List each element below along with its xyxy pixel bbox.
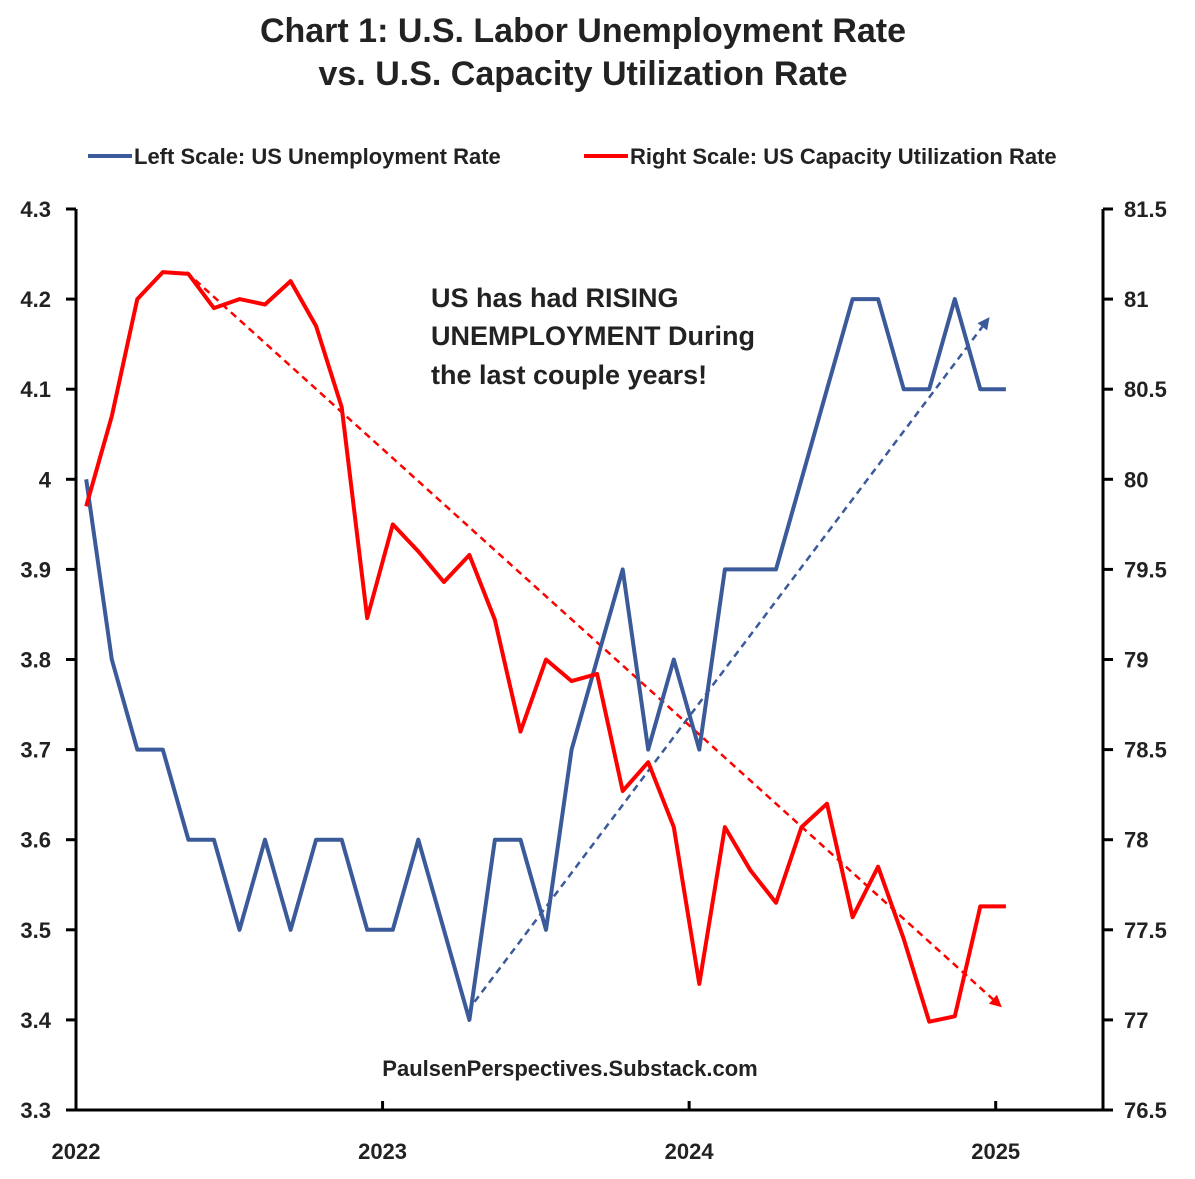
right-tick-label: 79 [1124, 648, 1148, 673]
x-tick-label: 2024 [665, 1139, 715, 1164]
legend-label-right: Right Scale: US Capacity Utilization Rat… [630, 144, 1057, 169]
unemployment-trendline [473, 325, 984, 1003]
capacity-utilization-line [84, 270, 1006, 1024]
chart-title-line1: Chart 1: U.S. Labor Unemployment Rate [259, 12, 907, 50]
chart-title: Chart 1: U.S. Labor Unemployment Rate vs… [0, 10, 1166, 96]
legend-label-left: Left Scale: US Unemployment Rate [134, 144, 501, 169]
axes: 3.3 3.4 3.5 3.6 3.7 3.8 3.9 4 4.1 4.2 4.3 76.5 77 77… [20, 197, 1166, 1164]
right-tick-label: 78.5 [1124, 738, 1167, 763]
trendlines [185, 271, 1002, 1008]
right-tick-label: 77.5 [1124, 918, 1167, 943]
left-tick-label: 3.7 [20, 738, 51, 763]
legend: Left Scale: US Unemployment Rate Right S… [88, 144, 1057, 169]
left-tick-label: 3.5 [20, 918, 51, 943]
unemployment-trend-arrowhead [977, 317, 990, 331]
credit-text: PaulsenPerspectives.Substack.com [382, 1056, 757, 1081]
right-tick-label: 76.5 [1124, 1098, 1167, 1123]
right-tick-label: 80.5 [1124, 377, 1167, 402]
right-tick-label: 78 [1124, 828, 1148, 853]
capacity-trend-arrowhead [988, 994, 1002, 1008]
chart-title-line2: vs. U.S. Capacity Utilization Rate [318, 55, 848, 93]
annotation-line3: the last couple years! [431, 360, 707, 390]
left-tick-label: 4.2 [20, 287, 51, 312]
left-tick-label: 4.3 [20, 197, 51, 222]
right-axis-ticks: 76.5 77 77.5 78 78.5 79 79.5 80 80.5 81 81.5 [1103, 197, 1167, 1123]
right-tick-label: 80 [1124, 467, 1148, 492]
x-axis-ticks: 2022 2023 2024 2025 [52, 1101, 1020, 1164]
capacity-trendline [185, 271, 994, 1001]
x-tick-label: 2025 [971, 1139, 1020, 1164]
right-tick-label: 81.5 [1124, 197, 1167, 222]
left-tick-label: 3.8 [20, 648, 51, 673]
unemployment-rate-line [84, 297, 1006, 1022]
x-tick-label: 2022 [52, 1139, 101, 1164]
left-tick-label: 3.9 [20, 557, 51, 582]
right-tick-label: 81 [1124, 287, 1148, 312]
left-tick-label: 4.1 [20, 377, 51, 402]
left-tick-label: 3.4 [20, 1008, 51, 1033]
series-lines [84, 270, 1006, 1024]
left-tick-label: 3.6 [20, 828, 51, 853]
annotation-line1: US has had RISING [431, 283, 679, 313]
left-axis-ticks: 3.3 3.4 3.5 3.6 3.7 3.8 3.9 4 4.1 4.2 4.3 [20, 197, 76, 1123]
right-tick-label: 77 [1124, 1008, 1148, 1033]
annotation-line2: UNEMPLOYMENT During [431, 321, 755, 351]
left-tick-label: 4 [39, 467, 52, 492]
right-tick-label: 79.5 [1124, 557, 1167, 582]
x-tick-label: 2023 [358, 1139, 407, 1164]
left-tick-label: 3.3 [20, 1098, 51, 1123]
